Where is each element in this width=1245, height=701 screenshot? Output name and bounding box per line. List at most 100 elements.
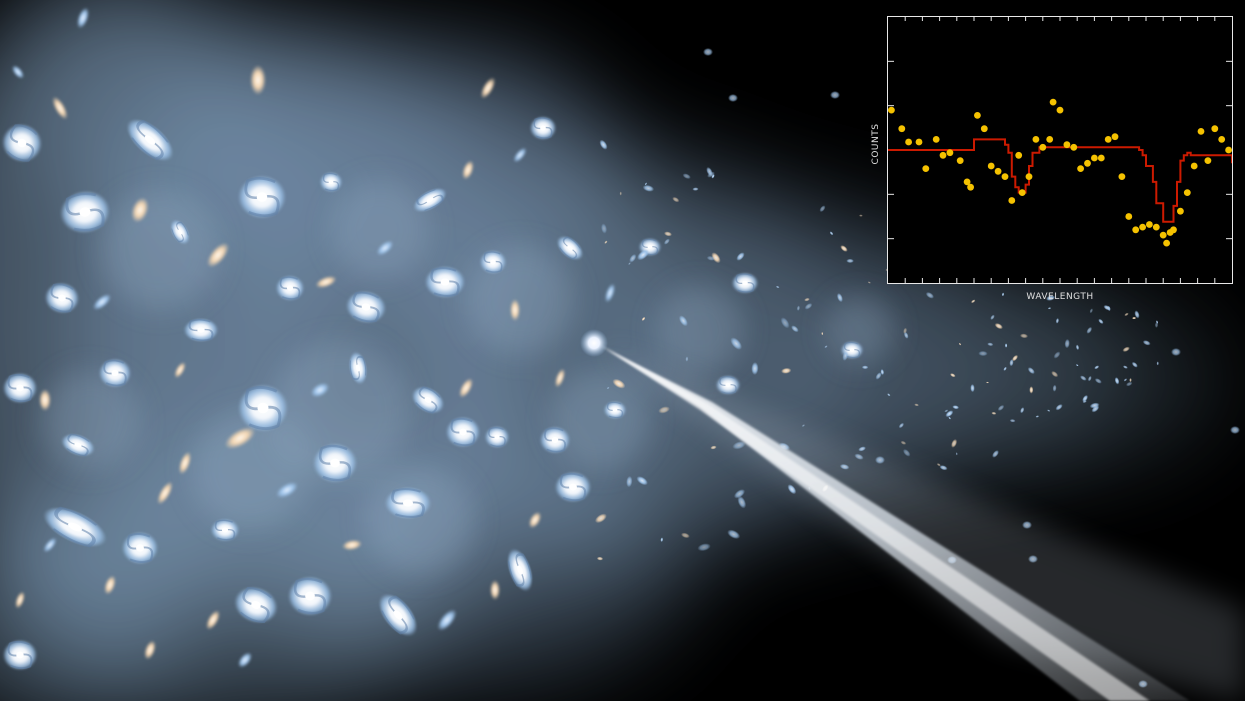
spiral-galaxy (716, 375, 740, 395)
distant-galaxy (944, 409, 949, 413)
distant-galaxy (787, 484, 797, 495)
distant-galaxy (1029, 386, 1034, 394)
distant-galaxy (939, 465, 948, 471)
distant-galaxy (619, 191, 622, 196)
spiral-galaxy (446, 416, 480, 448)
distant-galaxy (1122, 346, 1130, 352)
spiral-galaxy (313, 443, 357, 483)
data-point (1152, 223, 1160, 231)
data-point (1218, 136, 1226, 143)
data-point (1159, 231, 1167, 239)
distant-galaxy (1086, 326, 1093, 334)
distant-galaxy (1009, 359, 1014, 367)
data-point (1190, 162, 1198, 170)
distant-galaxy (599, 139, 608, 150)
spiral-galaxy (184, 318, 218, 342)
distant-galaxy (604, 240, 608, 244)
data-point (994, 167, 1002, 175)
elliptical-galaxy (376, 240, 394, 256)
distant-galaxy (1053, 351, 1061, 359)
elliptical-galaxy (342, 539, 362, 551)
data-point (987, 162, 995, 170)
data-point (1146, 221, 1153, 228)
quasar-beam (598, 344, 1245, 701)
spiral-galaxy (276, 275, 304, 301)
data-point (1118, 173, 1126, 181)
distant-galaxy (875, 372, 882, 380)
elliptical-galaxy (12, 65, 24, 79)
distant-galaxy (992, 450, 999, 458)
distant-galaxy (730, 337, 743, 350)
data-point (967, 183, 974, 191)
distant-galaxy (628, 262, 631, 265)
spiral-galaxy (3, 639, 37, 671)
distant-galaxy (936, 463, 941, 467)
data-point (963, 178, 971, 186)
data-point (1170, 226, 1177, 234)
spiral-galaxy (2, 123, 42, 163)
elliptical-galaxy (459, 378, 473, 398)
distant-galaxy (804, 303, 813, 310)
distant-galaxy (706, 255, 716, 261)
spiral-galaxy (43, 506, 107, 548)
data-point (1132, 226, 1140, 234)
spectrum-plot-area (888, 17, 1232, 283)
distant-galaxy (1009, 419, 1016, 423)
distant-galaxy (830, 91, 840, 99)
distant-galaxy (990, 314, 995, 320)
elliptical-galaxy (528, 511, 542, 529)
distant-galaxy (1055, 404, 1063, 411)
data-point (974, 112, 981, 119)
distant-galaxy (678, 315, 688, 327)
data-point (915, 138, 923, 146)
distant-galaxy (1051, 370, 1059, 378)
spiral-galaxy (507, 548, 533, 592)
elliptical-galaxy (39, 389, 51, 411)
distant-galaxy (1132, 316, 1137, 320)
data-point (1025, 173, 1033, 181)
elliptical-galaxy (510, 299, 520, 321)
data-point (1177, 207, 1184, 215)
elliptical-galaxy (238, 652, 252, 668)
distant-galaxy (846, 258, 854, 264)
distant-galaxy (1019, 333, 1029, 339)
distant-galaxy (1171, 348, 1181, 356)
elliptical-galaxy (310, 382, 330, 398)
data-point (922, 165, 930, 173)
distant-galaxy (680, 532, 690, 539)
spiral-galaxy (555, 471, 591, 503)
data-point (1018, 189, 1026, 197)
data-point (1070, 143, 1078, 151)
elliptical-galaxy (131, 197, 149, 223)
spiral-galaxy (425, 266, 465, 298)
elliptical-galaxy (174, 361, 186, 379)
elliptical-galaxy (437, 609, 457, 631)
distant-galaxy (840, 245, 848, 252)
elliptical-galaxy (52, 96, 68, 120)
distant-galaxy (710, 445, 717, 450)
distant-galaxy (600, 223, 608, 234)
spiral-galaxy (99, 358, 131, 388)
elliptical-galaxy (250, 65, 266, 95)
data-point (1104, 136, 1112, 143)
distant-galaxy (978, 350, 988, 357)
distant-galaxy (672, 196, 680, 203)
spiral-galaxy (3, 372, 37, 404)
data-point (980, 125, 988, 133)
elliptical-galaxy (43, 537, 57, 553)
elliptical-galaxy (15, 591, 25, 609)
spiral-galaxy (288, 576, 332, 616)
distant-galaxy (1124, 312, 1129, 317)
galaxies (2, 7, 863, 671)
distant-galaxy (1027, 367, 1035, 375)
distant-galaxy (991, 411, 997, 415)
distant-galaxy (1114, 377, 1120, 385)
spiral-galaxy (320, 172, 342, 192)
distant-galaxy (1131, 361, 1138, 368)
data-point (1084, 159, 1091, 167)
distant-galaxy (829, 231, 834, 236)
data-point (1039, 143, 1047, 151)
data-point (1001, 173, 1009, 181)
distant-galaxy (948, 416, 951, 420)
